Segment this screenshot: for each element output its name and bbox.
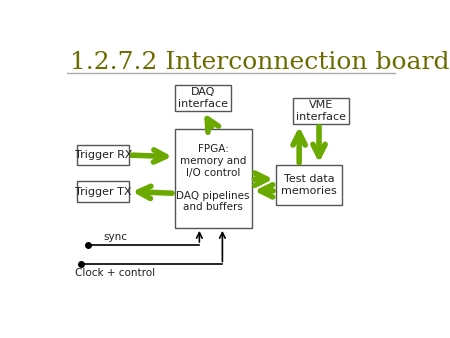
FancyBboxPatch shape	[175, 85, 230, 111]
FancyBboxPatch shape	[276, 166, 342, 204]
Text: Trigger TX: Trigger TX	[75, 187, 131, 196]
FancyBboxPatch shape	[293, 98, 349, 124]
FancyBboxPatch shape	[77, 145, 130, 166]
Text: sync: sync	[104, 232, 127, 242]
Text: VME
interface: VME interface	[296, 100, 346, 122]
FancyBboxPatch shape	[175, 129, 252, 228]
Text: Trigger RX: Trigger RX	[75, 150, 132, 160]
Text: DAQ
interface: DAQ interface	[178, 87, 228, 108]
Text: FPGA:
memory and
I/O control

DAQ pipelines
and buffers: FPGA: memory and I/O control DAQ pipelin…	[176, 145, 250, 213]
Text: Test data
memories: Test data memories	[281, 174, 337, 196]
Text: 1.2.7.2 Interconnection boards: 1.2.7.2 Interconnection boards	[70, 51, 450, 74]
FancyBboxPatch shape	[77, 181, 130, 202]
Text: Clock + control: Clock + control	[76, 268, 156, 278]
